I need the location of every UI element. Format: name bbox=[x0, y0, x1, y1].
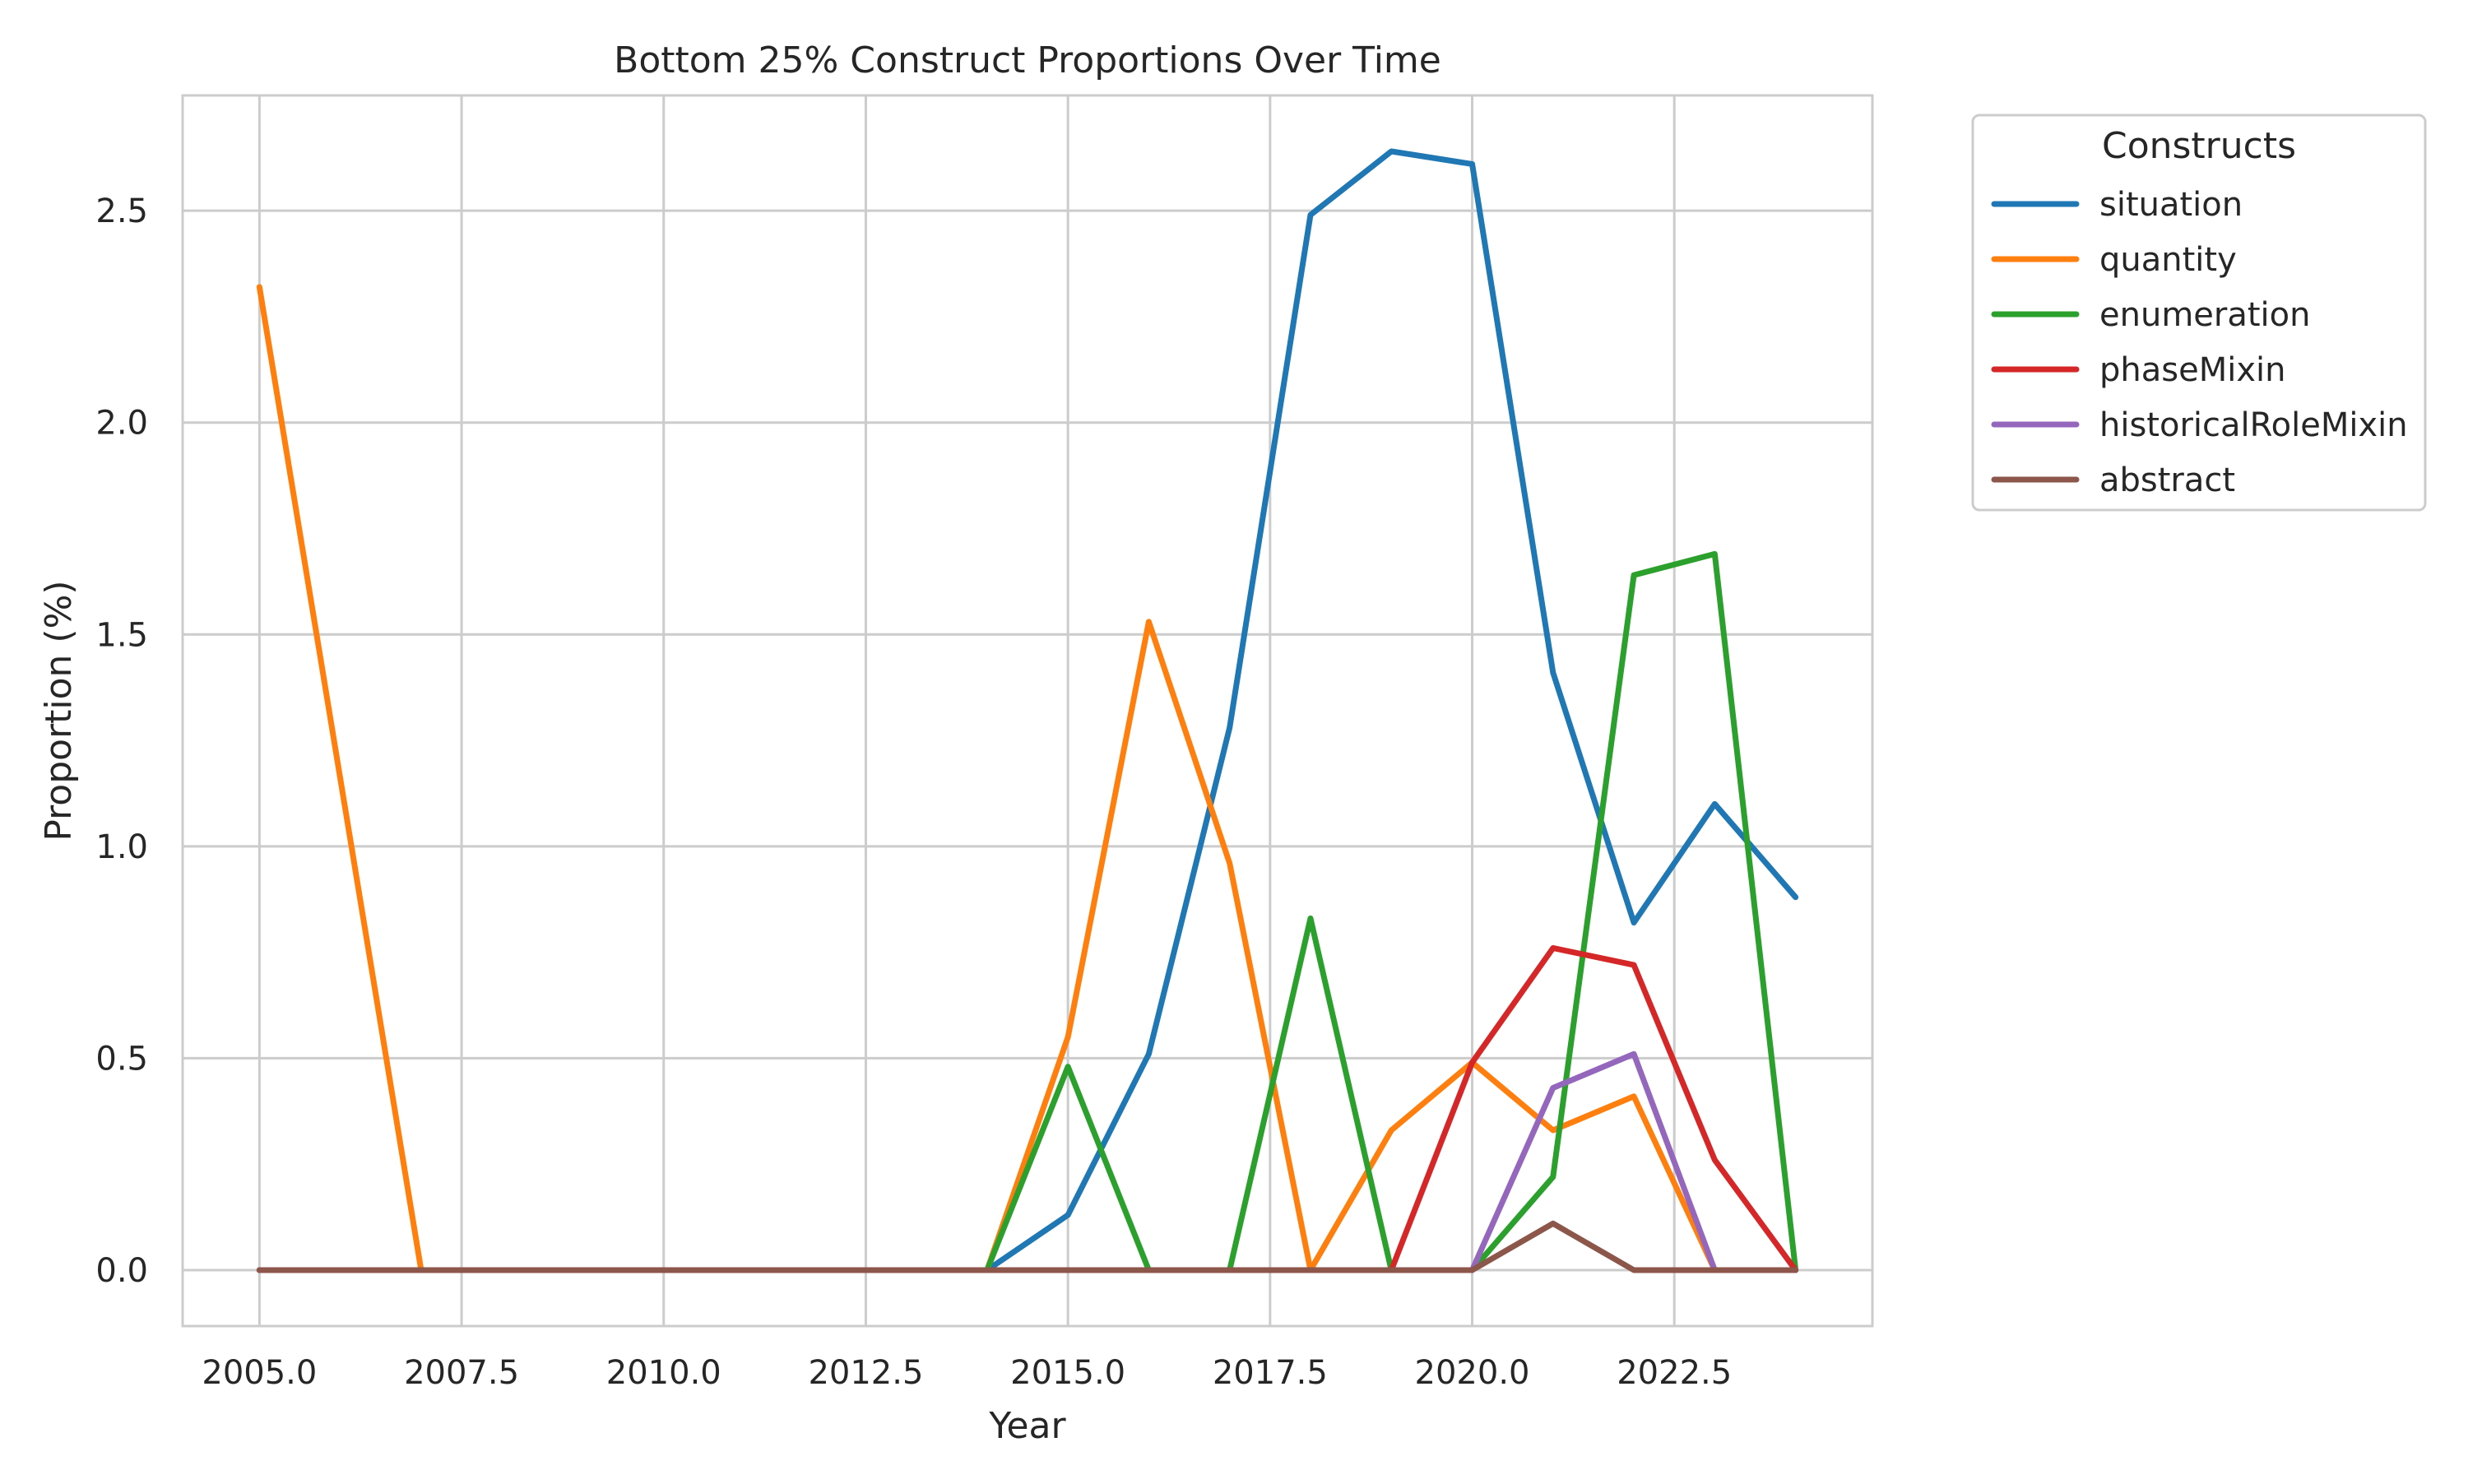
legend-title: Constructs bbox=[2102, 125, 2296, 167]
x-axis-ticks: 2005.0 2007.5 2010.0 2012.5 2015.0 2017.5 2020… bbox=[202, 1354, 1732, 1392]
y-tick-label: 2.0 bbox=[95, 405, 148, 443]
legend-label-phaseMixin: phaseMixin bbox=[2099, 351, 2285, 389]
y-tick-label: 0.5 bbox=[95, 1040, 148, 1078]
legend-label-abstract: abstract bbox=[2099, 461, 2235, 499]
chart-title: Bottom 25% Construct Proportions Over Ti… bbox=[614, 39, 1441, 81]
legend-box bbox=[1971, 114, 2427, 512]
y-tick-label: 1.0 bbox=[95, 828, 148, 866]
y-tick-label: 2.5 bbox=[95, 192, 148, 230]
plot-frame bbox=[181, 94, 1874, 1328]
legend-label-historicalRoleMixin: historicalRoleMixin bbox=[2099, 406, 2408, 444]
series-line-abstract bbox=[256, 1220, 1799, 1273]
x-tick-label: 2015.0 bbox=[1010, 1354, 1125, 1392]
legend-items: situation quantity enumeration phaseMixin hi… bbox=[1991, 186, 2408, 499]
y-axis-ticks: 0.0 0.5 1.0 1.5 2.0 2.5 bbox=[95, 192, 148, 1290]
y-axis-title: Proportion (%) bbox=[38, 580, 80, 841]
y-tick-label: 0.0 bbox=[95, 1252, 148, 1290]
x-tick-label: 2012.5 bbox=[808, 1354, 923, 1392]
legend: Constructs situation quantity enumeration p… bbox=[1971, 114, 2427, 512]
x-tick-label: 2010.0 bbox=[606, 1354, 721, 1392]
x-tick-label: 2005.0 bbox=[202, 1354, 317, 1392]
x-tick-label: 2022.5 bbox=[1617, 1354, 1732, 1392]
x-tick-label: 2007.5 bbox=[404, 1354, 519, 1392]
legend-label-quantity: quantity bbox=[2099, 241, 2237, 279]
series-group bbox=[256, 148, 1799, 1273]
legend-label-situation: situation bbox=[2099, 186, 2243, 224]
x-axis-title: Year bbox=[988, 1405, 1066, 1447]
legend-label-enumeration: enumeration bbox=[2099, 296, 2310, 334]
x-tick-label: 2020.0 bbox=[1415, 1354, 1530, 1392]
x-tick-label: 2017.5 bbox=[1213, 1354, 1328, 1392]
y-tick-label: 1.5 bbox=[95, 616, 148, 654]
